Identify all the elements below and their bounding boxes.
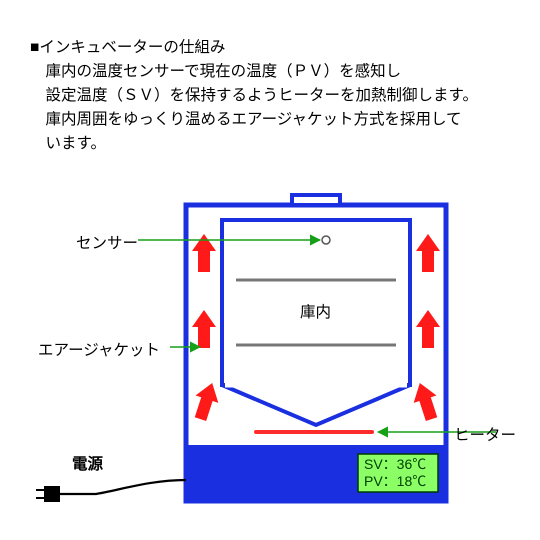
diagram-root: ■インキュベーターの仕組み 庫内の温度センサーで現在の温度（ＰＶ）を感知し 設定… xyxy=(0,0,540,540)
display-pv: PV：18℃ xyxy=(364,473,426,489)
power-plug-icon xyxy=(44,486,60,502)
display-sv: SV：36℃ xyxy=(364,456,426,472)
sensor-label: センサー xyxy=(76,231,138,253)
air-jacket-label: エアージャケット xyxy=(38,338,160,360)
cabinet-neck xyxy=(292,195,340,205)
heater-label: ヒーター xyxy=(454,423,516,445)
inner-label: 庫内 xyxy=(300,300,331,322)
power-label: 電源 xyxy=(72,452,103,474)
power-cord xyxy=(60,480,186,494)
